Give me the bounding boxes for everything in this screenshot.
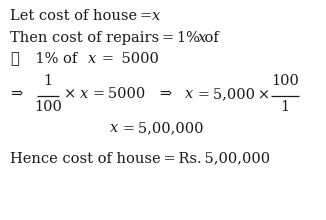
Text: ⇒: ⇒ — [10, 87, 22, 101]
Text: ∴: ∴ — [10, 52, 19, 66]
Text: x: x — [80, 87, 88, 101]
Text: =  5000: = 5000 — [99, 52, 159, 66]
Text: 100: 100 — [34, 100, 62, 114]
Text: Let cost of house =: Let cost of house = — [10, 9, 155, 23]
Text: = 5000 ⇒: = 5000 ⇒ — [90, 87, 187, 101]
Text: Hence cost of house = Rs. 5,00,000: Hence cost of house = Rs. 5,00,000 — [10, 151, 270, 165]
Text: ×: × — [64, 87, 79, 101]
Text: x: x — [185, 87, 193, 101]
Text: x: x — [88, 52, 96, 66]
Text: 100: 100 — [271, 74, 299, 88]
Text: x: x — [152, 9, 160, 23]
Text: = 5,000 ×: = 5,000 × — [195, 87, 273, 101]
Text: 1: 1 — [280, 100, 289, 114]
Text: 1: 1 — [43, 74, 52, 88]
Text: Then cost of repairs = 1% of: Then cost of repairs = 1% of — [10, 31, 222, 45]
Text: 1% of: 1% of — [28, 52, 80, 66]
Text: x: x — [198, 31, 206, 45]
Text: x: x — [110, 121, 118, 135]
Text: = 5,00,000: = 5,00,000 — [120, 121, 203, 135]
